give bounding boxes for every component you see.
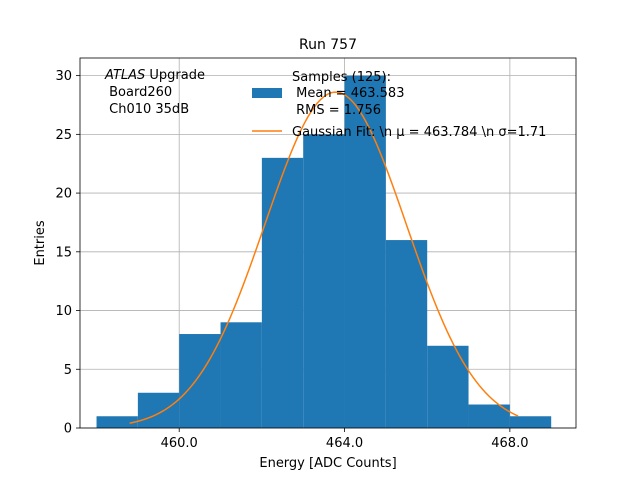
plot-frame: [79, 57, 577, 429]
annotation-upgrade: Upgrade: [145, 68, 205, 83]
x-axis-ticks: 460.0 464.0 468.0: [161, 428, 528, 451]
y-tick-label: 25: [55, 128, 72, 143]
histogram-bar: [468, 404, 510, 428]
x-tick-label: 460.0: [161, 436, 198, 451]
histogram-bar: [427, 345, 469, 428]
legend-fit-label: Gaussian Fit: \n μ = 463.784 \n σ=1.71: [292, 125, 546, 140]
y-tick-label: 10: [55, 304, 72, 319]
legend-hist-swatch: [252, 88, 282, 98]
legend-hist-line-1: Samples (125):: [292, 70, 391, 85]
y-tick-label: 0: [64, 422, 72, 437]
legend-hist-line-2: Mean = 463.583: [292, 86, 404, 101]
y-tick-label: 5: [64, 363, 72, 378]
histogram-bar: [509, 416, 552, 428]
y-tick-label: 30: [55, 69, 72, 84]
histogram-bar: [137, 392, 180, 428]
histogram-bar: [96, 416, 138, 428]
y-tick-label: 15: [55, 245, 72, 260]
legend: Samples (125): Mean = 463.583 RMS = 1.75…: [252, 70, 546, 140]
histogram-bar: [179, 334, 221, 428]
atlas-annotation: ATLAS Upgrade Board260 Ch010 35dB: [104, 68, 205, 117]
gaussian-fit-curve: [129, 91, 519, 424]
chart-title: Run 757: [299, 37, 357, 53]
histogram-bar: [385, 240, 428, 428]
y-tick-label: 20: [55, 187, 72, 202]
histogram-bar: [261, 157, 304, 429]
histogram-bar: [303, 134, 345, 428]
annotation-line-3: Ch010 35dB: [105, 102, 189, 117]
histogram-bars: [96, 75, 552, 429]
legend-hist-line-3: RMS = 1.756: [292, 103, 381, 118]
x-axis-label: Energy [ADC Counts]: [259, 456, 396, 471]
x-tick-label: 468.0: [491, 436, 528, 451]
annotation-line-1: ATLAS Upgrade: [104, 68, 205, 83]
annotation-line-2: Board260: [105, 85, 172, 100]
x-tick-label: 464.0: [326, 436, 363, 451]
annotation-atlas-italic: ATLAS: [104, 68, 145, 83]
y-axis-ticks: 0 5 10 15 20 25 30: [55, 69, 80, 437]
histogram-bar: [344, 75, 386, 428]
histogram-bar: [220, 322, 262, 428]
y-axis-label: Entries: [33, 220, 48, 266]
